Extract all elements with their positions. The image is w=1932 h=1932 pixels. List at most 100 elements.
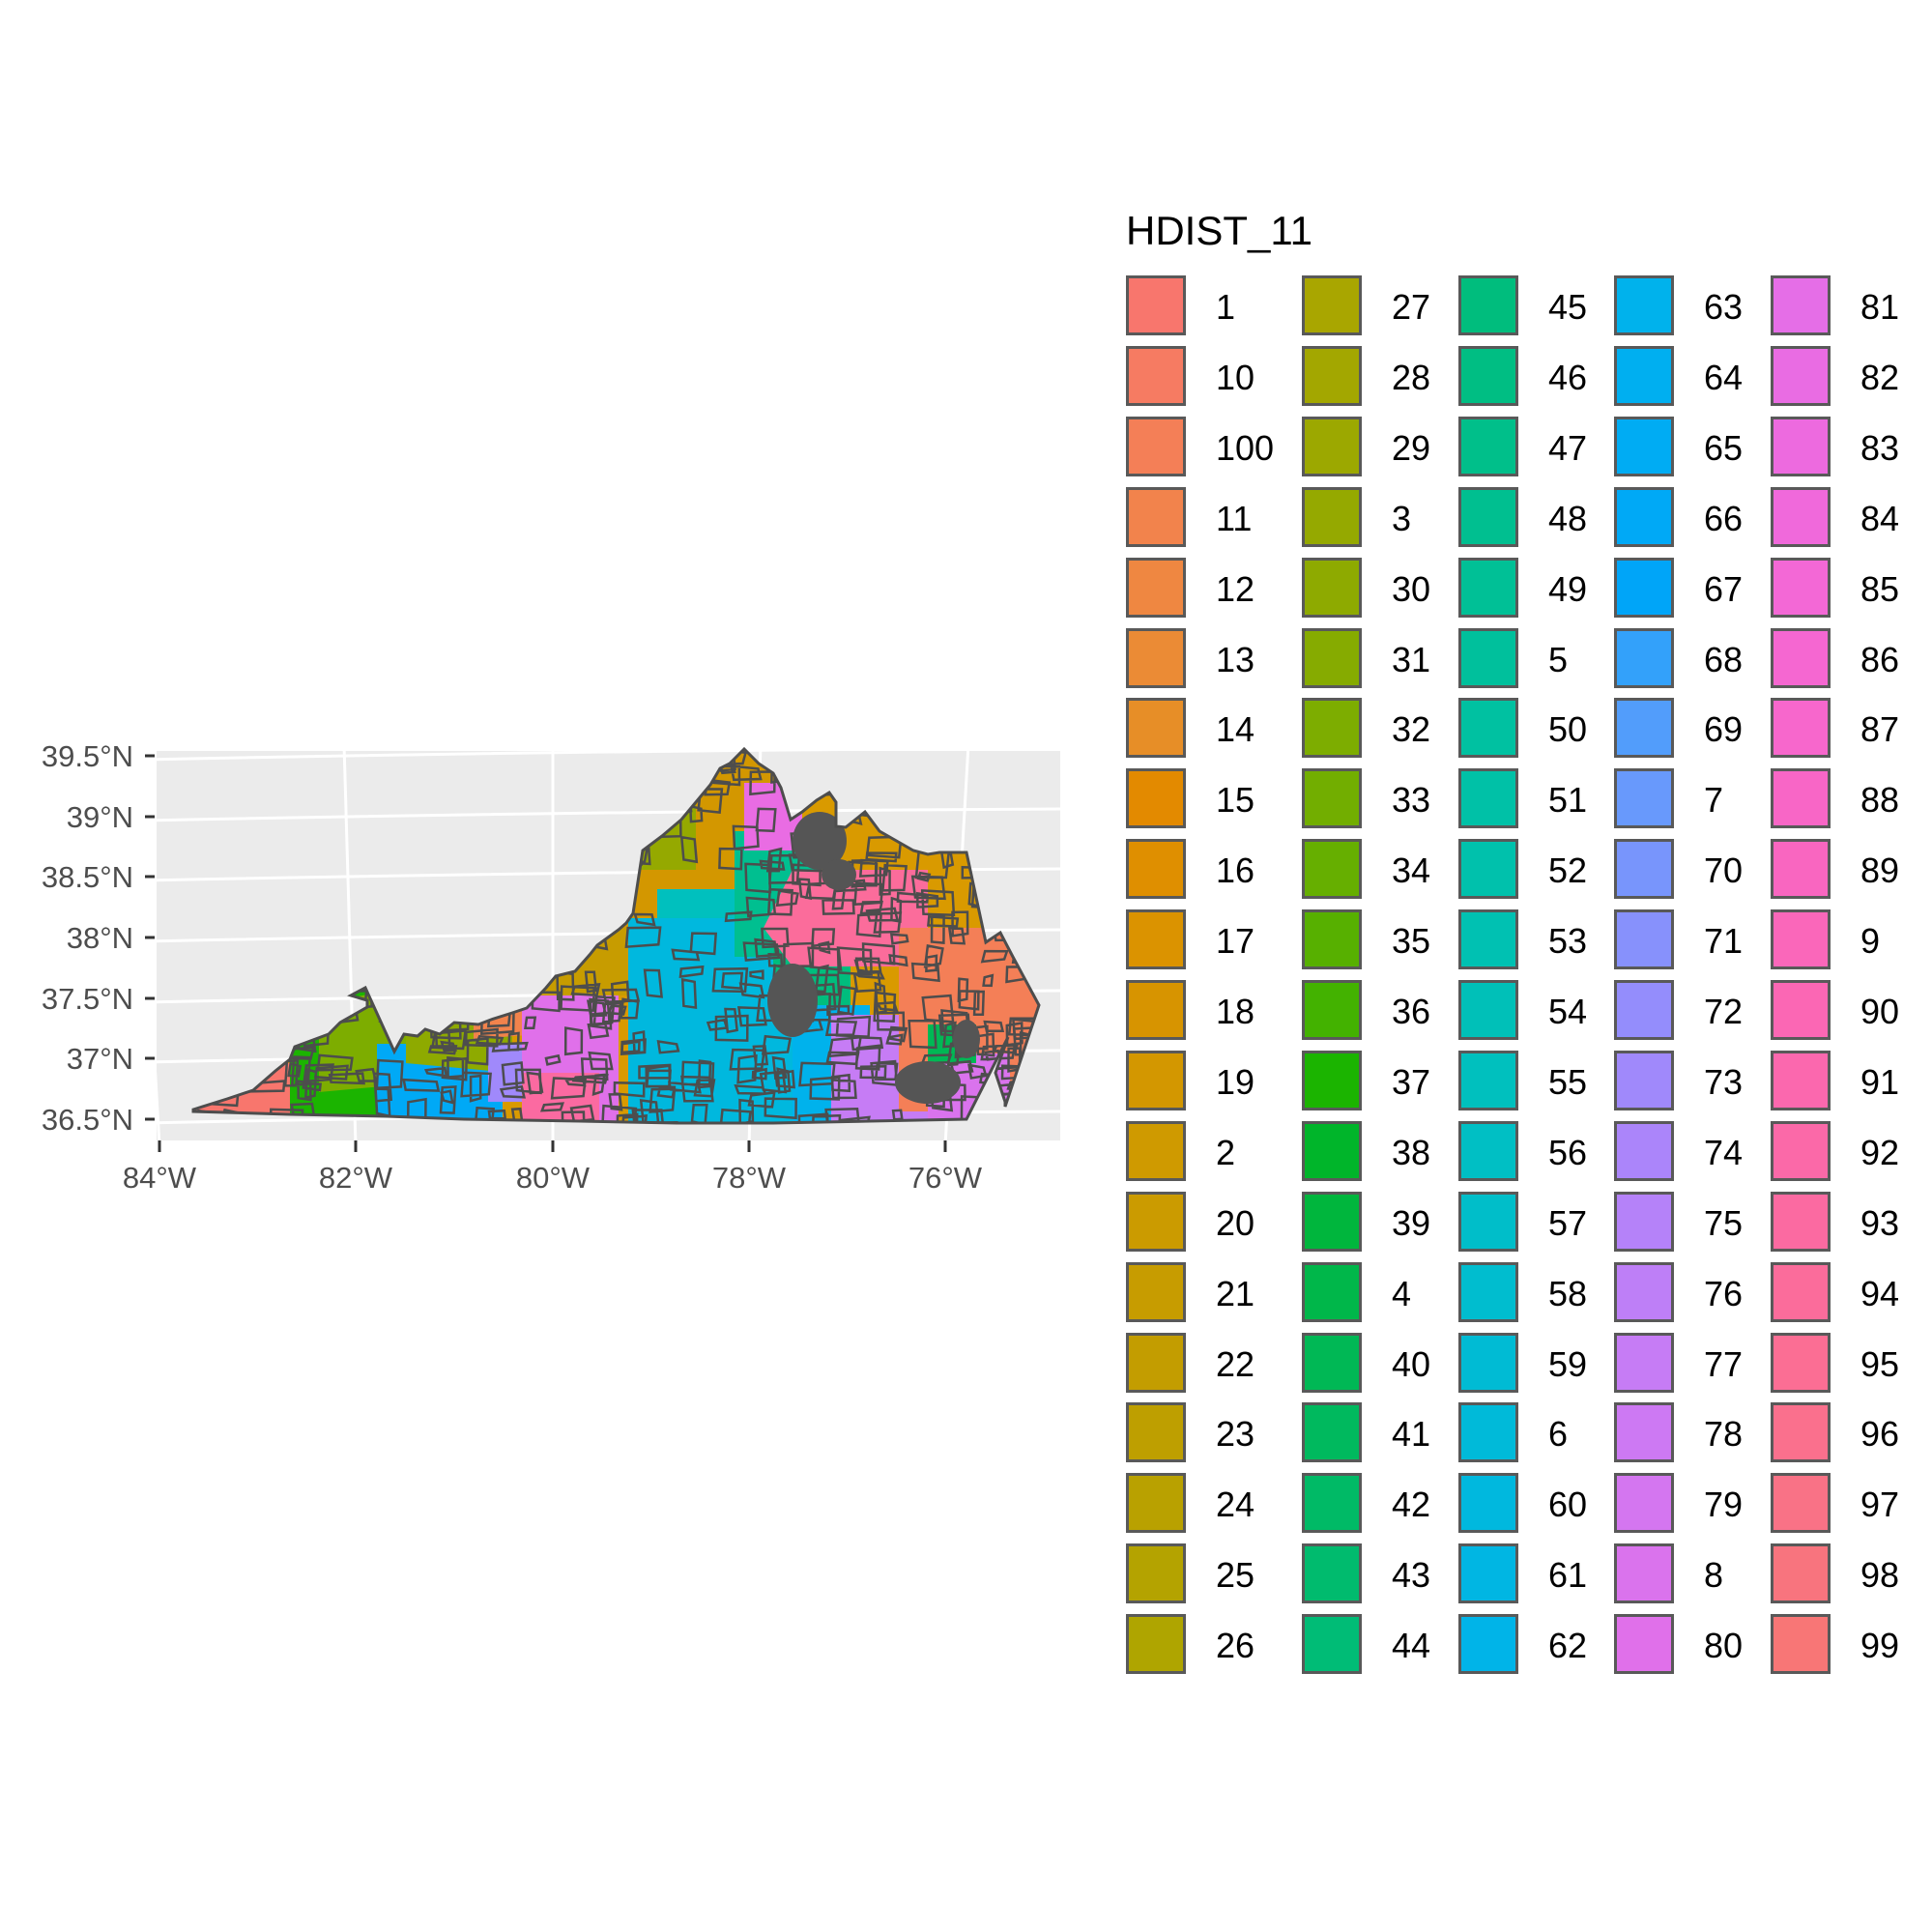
legend-item: 90 (1771, 980, 1932, 1044)
legend-key (1126, 1614, 1186, 1675)
legend-key (1302, 1402, 1362, 1463)
legend-key (1614, 1050, 1674, 1110)
legend-key (1771, 486, 1831, 547)
legend-item: 52 (1458, 839, 1642, 903)
legend-label: 86 (1860, 639, 1900, 679)
legend-item: 50 (1458, 698, 1642, 762)
legend-item: 96 (1771, 1402, 1932, 1466)
legend-label: 85 (1860, 568, 1900, 609)
legend-item: 14 (1126, 698, 1310, 762)
legend-key (1771, 1402, 1831, 1463)
legend-label: 98 (1860, 1555, 1900, 1596)
legend-item: 42 (1302, 1473, 1485, 1537)
legend-item: 72 (1614, 980, 1798, 1044)
legend-key (1458, 627, 1518, 688)
legend-item: 35 (1302, 909, 1485, 973)
legend-item: 58 (1458, 1261, 1642, 1326)
legend-label: 28 (1392, 357, 1431, 397)
y-axis: 39.5°N 39°N 38.5°N 38°N 37.5°N 37°N 36.5°N (42, 739, 155, 1137)
legend-item: 20 (1126, 1191, 1310, 1255)
x-tick-label: 80°W (516, 1161, 591, 1195)
legend-item: 76 (1614, 1261, 1798, 1326)
legend-key (1126, 627, 1186, 688)
legend-item: 43 (1302, 1543, 1485, 1607)
legend-item: 48 (1458, 486, 1642, 551)
legend-item: 82 (1771, 345, 1932, 410)
legend-item: 26 (1126, 1614, 1310, 1678)
legend-key (1302, 1191, 1362, 1252)
legend-item: 49 (1458, 557, 1642, 621)
legend-label: 24 (1216, 1485, 1255, 1525)
legend-label: 59 (1548, 1343, 1588, 1384)
legend-label: 3 (1392, 498, 1412, 538)
legend-key (1614, 698, 1674, 759)
legend-item: 47 (1458, 416, 1642, 480)
legend-key (1458, 1402, 1518, 1463)
legend-label: 70 (1704, 851, 1744, 891)
legend-key (1302, 1614, 1362, 1675)
legend-label: 82 (1860, 357, 1900, 397)
legend-key (1771, 345, 1831, 406)
legend-label: 10 (1216, 357, 1255, 397)
legend-item: 32 (1302, 698, 1485, 762)
legend-key (1302, 486, 1362, 547)
legend-key (1771, 275, 1831, 335)
legend-key (1614, 1543, 1674, 1604)
legend-label: 61 (1548, 1555, 1588, 1596)
legend-item: 80 (1614, 1614, 1798, 1678)
legend-key (1771, 1120, 1831, 1181)
legend-item: 15 (1126, 768, 1310, 832)
legend-key (1614, 345, 1674, 406)
legend-key (1771, 1543, 1831, 1604)
legend-item: 95 (1771, 1332, 1932, 1397)
legend-item: 13 (1126, 627, 1310, 692)
legend-item: 57 (1458, 1191, 1642, 1255)
legend-label: 44 (1392, 1626, 1431, 1666)
legend-item: 28 (1302, 345, 1485, 410)
legend-label: 39 (1392, 1202, 1431, 1243)
legend-label: 32 (1392, 709, 1431, 750)
legend-key (1771, 909, 1831, 970)
legend-key (1458, 839, 1518, 900)
legend-key (1302, 557, 1362, 618)
legend-label: 94 (1860, 1273, 1900, 1313)
legend-key (1126, 1050, 1186, 1110)
legend-key (1614, 1402, 1674, 1463)
legend-item: 38 (1302, 1120, 1485, 1185)
legend-item: 51 (1458, 768, 1642, 832)
legend-item: 31 (1302, 627, 1485, 692)
legend-label: 11 (1216, 498, 1253, 538)
legend-label: 100 (1216, 427, 1275, 468)
legend-label: 15 (1216, 780, 1255, 821)
legend-label: 57 (1548, 1202, 1588, 1243)
legend-label: 97 (1860, 1485, 1900, 1525)
dense-tracts (793, 812, 847, 870)
legend-item: 21 (1126, 1261, 1310, 1326)
legend-label: 63 (1704, 287, 1744, 327)
legend-label: 20 (1216, 1202, 1255, 1243)
legend-key (1126, 1261, 1186, 1322)
legend-key (1302, 768, 1362, 829)
legend-item: 92 (1771, 1120, 1932, 1185)
legend-key (1771, 768, 1831, 829)
legend-key (1614, 768, 1674, 829)
legend-label: 75 (1704, 1202, 1744, 1243)
legend-label: 13 (1216, 639, 1255, 679)
legend-label: 95 (1860, 1343, 1900, 1384)
legend-label: 5 (1548, 639, 1569, 679)
legend-item: 93 (1771, 1191, 1932, 1255)
legend-key (1458, 1332, 1518, 1393)
legend-item: 36 (1302, 980, 1485, 1044)
legend-key (1126, 275, 1186, 335)
legend-item: 71 (1614, 909, 1798, 973)
legend-item: 68 (1614, 627, 1798, 692)
legend-label: 2 (1216, 1132, 1236, 1172)
legend-key (1771, 698, 1831, 759)
legend-item: 59 (1458, 1332, 1642, 1397)
legend-label: 33 (1392, 780, 1431, 821)
legend-item: 27 (1302, 275, 1485, 339)
legend-key (1302, 1261, 1362, 1322)
legend-item: 66 (1614, 486, 1798, 551)
legend-label: 12 (1216, 568, 1255, 609)
